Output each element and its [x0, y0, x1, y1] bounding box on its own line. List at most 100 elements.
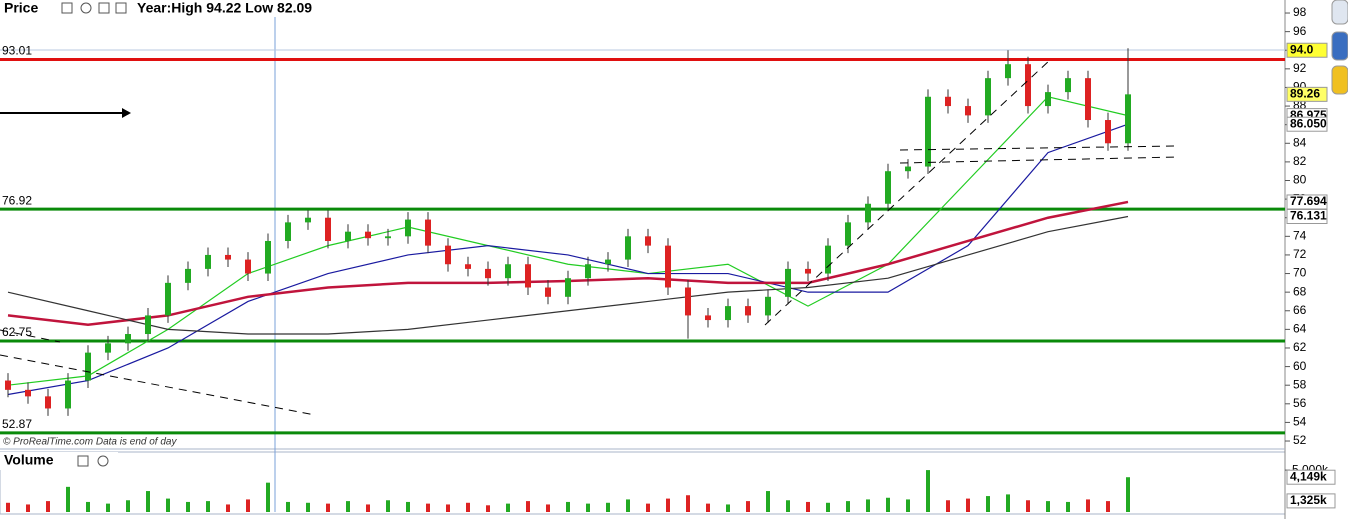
candle-body [305, 217, 311, 223]
y-tick-label: 96 [1293, 24, 1307, 38]
candle-body [205, 254, 211, 269]
y-tick-label: 74 [1293, 229, 1307, 243]
volume-bar [866, 499, 870, 512]
candle-body [105, 343, 111, 353]
candle-body [65, 380, 71, 409]
price-tag [1286, 86, 1328, 102]
volume-bar [406, 501, 410, 512]
y-tick-label: 62 [1293, 340, 1307, 354]
candle-body [165, 282, 171, 316]
candle-body [885, 171, 891, 204]
volume-bar [686, 495, 690, 512]
y-tick-label: 66 [1293, 303, 1307, 317]
y-tick-label: 84 [1293, 135, 1307, 149]
candle-body [685, 287, 691, 316]
moving-average [7, 96, 1129, 386]
price-tag [1286, 116, 1328, 132]
y-tick-label: 68 [1293, 284, 1307, 298]
level-label: 62.75 [2, 325, 32, 339]
candle-body [585, 264, 591, 279]
level-label: 52.87 [2, 417, 32, 431]
volume-bar [146, 491, 150, 512]
candle-body [245, 259, 251, 274]
panel-icons[interactable] [61, 2, 127, 14]
volume-bar [886, 497, 890, 512]
candle-body [345, 231, 351, 241]
candle-body [1025, 64, 1031, 107]
candle-body [225, 254, 231, 260]
price-panel [0, 0, 1285, 448]
candle-body [45, 396, 51, 409]
price-tag [1286, 42, 1328, 58]
volume-tag-label: 1,325k [1290, 493, 1327, 507]
candle-body [425, 219, 431, 246]
volume-bar [266, 482, 270, 512]
candle-body [5, 380, 11, 390]
y-tick-label: 58 [1293, 377, 1307, 391]
y-tick-label: 56 [1293, 396, 1307, 410]
volume-bar [66, 486, 70, 512]
volume-bar [446, 504, 450, 512]
volume-bar [306, 502, 310, 512]
y-tick-label: 72 [1293, 247, 1307, 261]
candle-body [405, 219, 411, 237]
volume-bar [486, 505, 490, 512]
volume-bar [186, 501, 190, 512]
candle-body [745, 306, 751, 316]
y-tick-label: 80 [1293, 173, 1307, 187]
candle-body [825, 245, 831, 274]
volume-bar [166, 498, 170, 512]
candle-body [605, 259, 611, 265]
plot [0, 48, 1285, 435]
candle-body [1065, 78, 1071, 93]
y-tick-label: 60 [1293, 359, 1307, 373]
volume-bar [646, 503, 650, 512]
candle-body [945, 96, 951, 107]
volume-bar [546, 504, 550, 512]
candle-body [265, 240, 271, 274]
volume-bar [706, 503, 710, 512]
volume-bar [386, 500, 390, 512]
moving-average [7, 215, 1129, 335]
level-label: 76.92 [2, 193, 32, 207]
candle-body [565, 278, 571, 297]
volume-bar [346, 501, 350, 512]
price-tag-label: 89.26 [1290, 87, 1320, 101]
y-tick-label: 54 [1293, 415, 1307, 429]
volume-bar [246, 499, 250, 512]
candle-body [25, 389, 31, 397]
y-tick-label: 70 [1293, 266, 1307, 280]
volume-bar [626, 499, 630, 512]
year-range: Year:High 94.22 Low 82.09 [137, 0, 312, 16]
candle-body [485, 268, 491, 279]
candle-body [365, 231, 371, 239]
volume-bar [666, 498, 670, 512]
candle-body [1045, 92, 1051, 107]
volume-bar [846, 501, 850, 512]
volume-icons[interactable] [77, 455, 109, 467]
candle-body [805, 268, 811, 274]
volume-bar [966, 498, 970, 512]
volume-tag-label: 4,149k [1290, 469, 1327, 483]
candle-body [865, 203, 871, 223]
candle-body [765, 296, 771, 316]
volume-bar [906, 499, 910, 512]
volume-bar [746, 501, 750, 512]
y-tick-label: 52 [1293, 433, 1307, 447]
candle-body [725, 306, 731, 321]
volume-bar [1006, 494, 1010, 512]
volume-bar [826, 502, 830, 512]
volume-bar [926, 470, 930, 512]
candle-body [125, 334, 131, 344]
candle-body [385, 236, 391, 239]
price-tag-label: 77.694 [1290, 194, 1327, 208]
volume-bar [26, 504, 30, 512]
candle-body [505, 264, 511, 279]
copyright: © ProRealTime.com Data is end of day [3, 437, 177, 448]
volume-bar [6, 502, 10, 512]
y-tick-label: 64 [1293, 322, 1307, 336]
volume-bar [106, 503, 110, 512]
volume-bar [986, 496, 990, 512]
volume-bar [226, 504, 230, 512]
side-buttons[interactable] [1331, 0, 1348, 95]
